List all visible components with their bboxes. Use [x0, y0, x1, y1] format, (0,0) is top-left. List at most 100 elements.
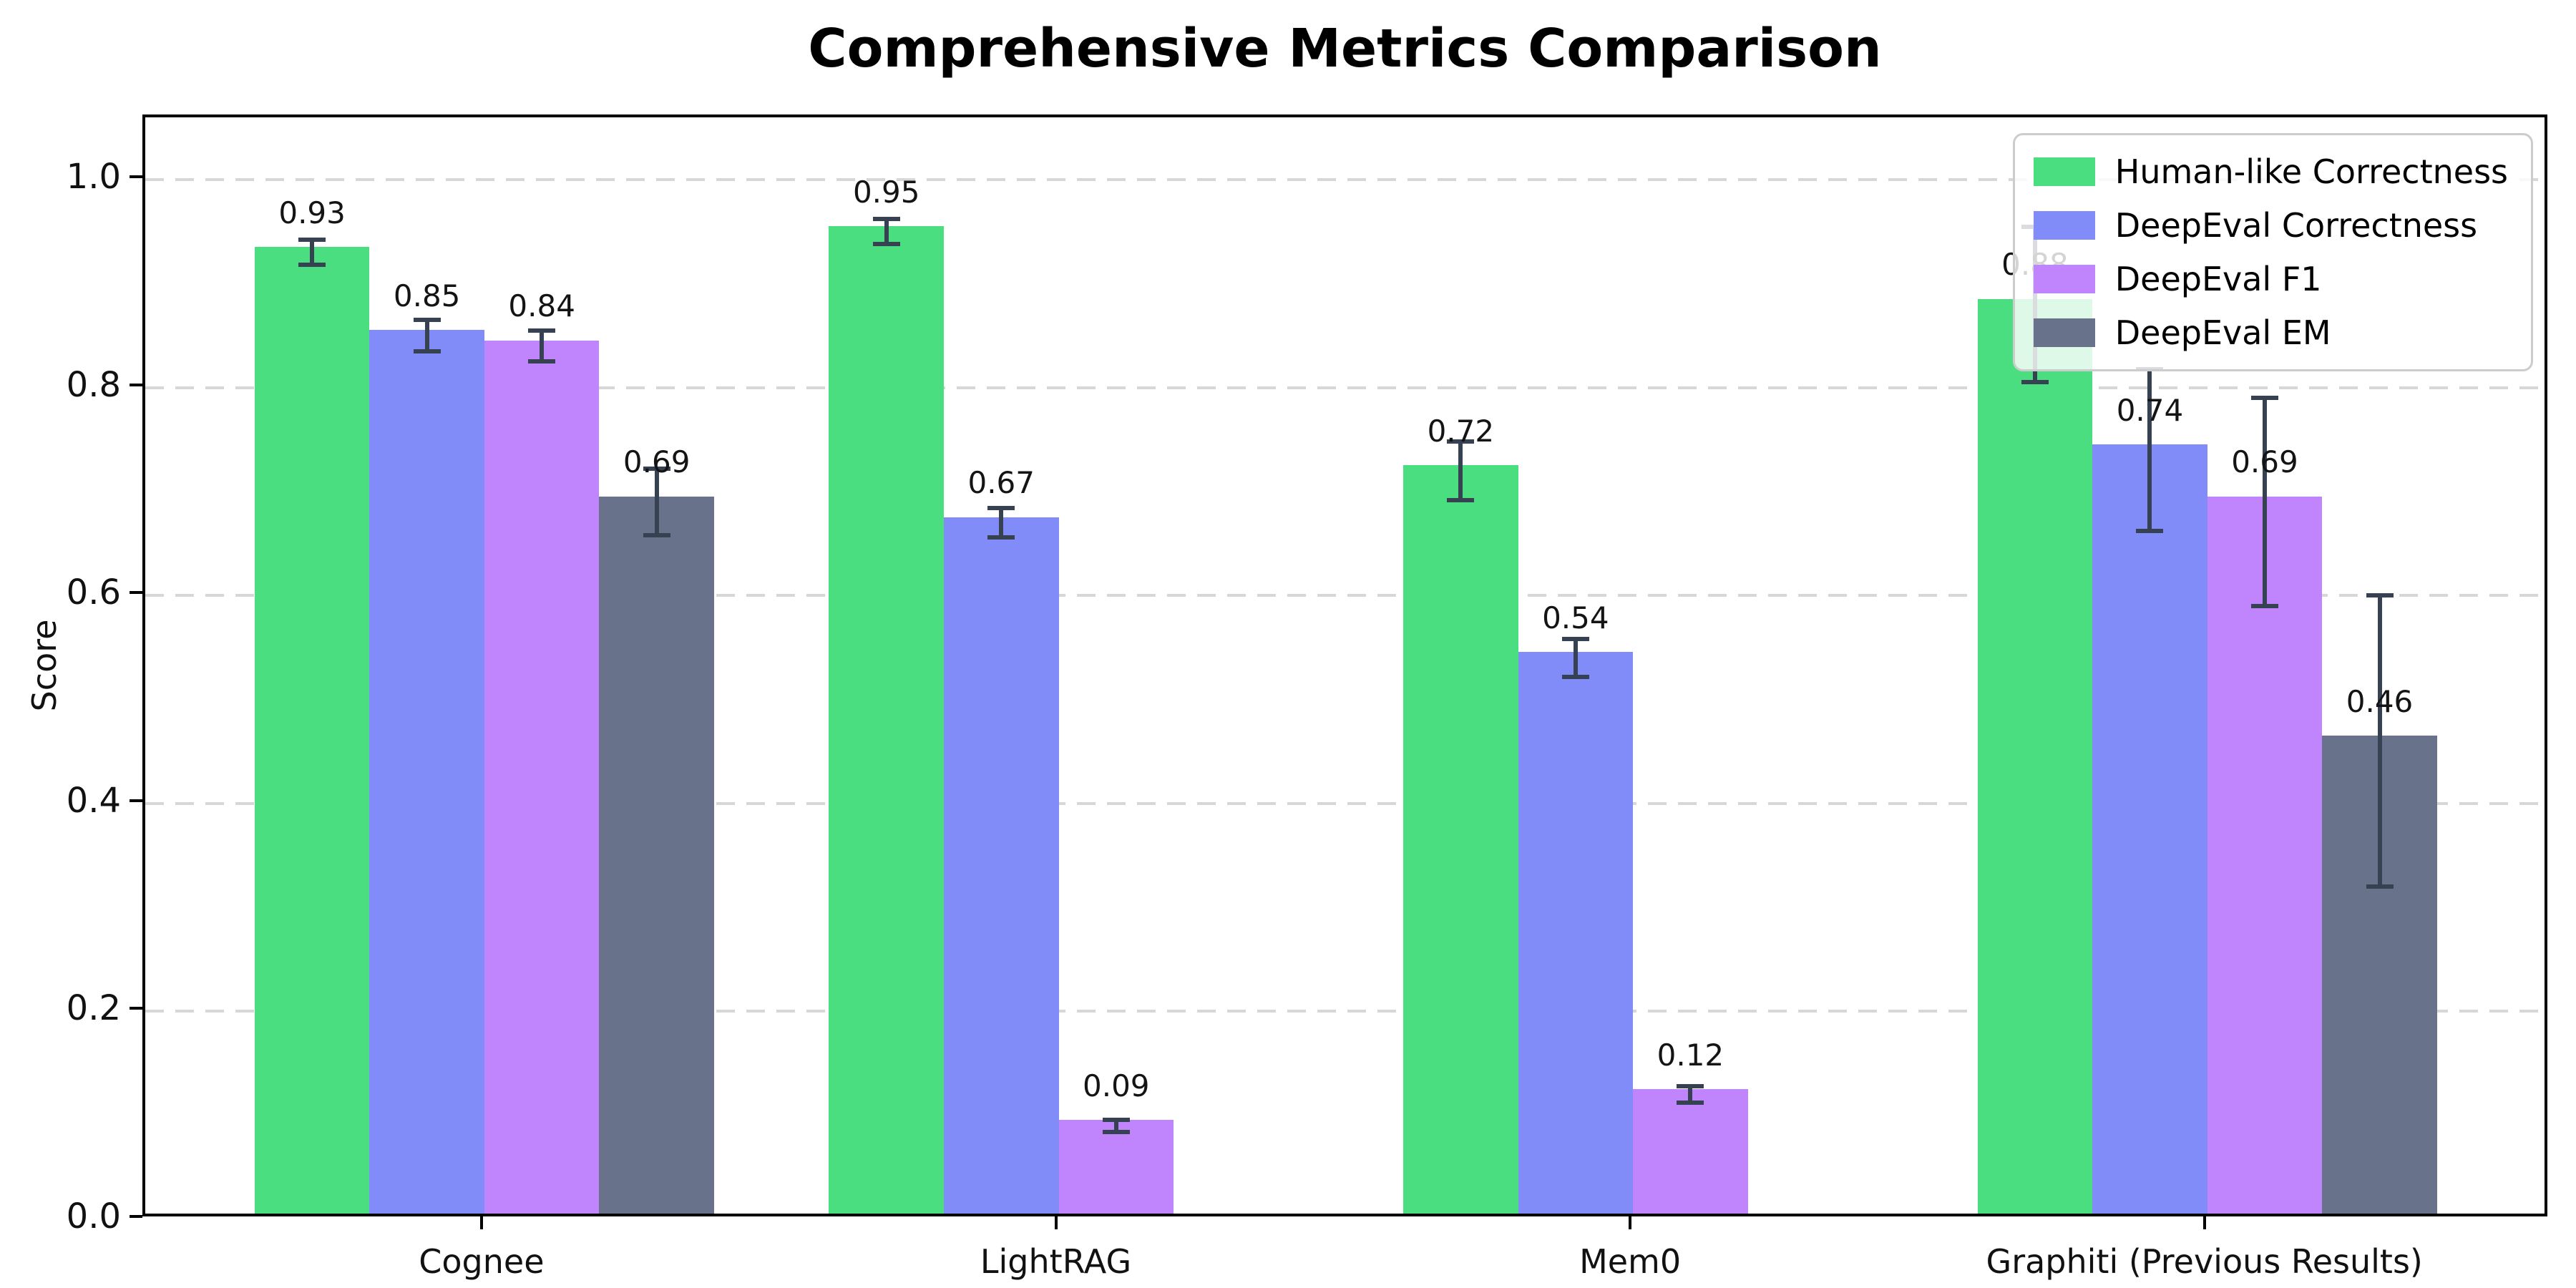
error-bar-cap-top [2366, 593, 2394, 598]
y-tick-mark [130, 383, 142, 386]
error-bar-cap-bottom [643, 533, 670, 538]
legend-swatch [2033, 211, 2095, 240]
error-bar-cap-top [1561, 637, 1589, 642]
bar [1518, 652, 1634, 1214]
bar [254, 246, 370, 1214]
error-bar-cap-bottom [528, 359, 556, 364]
legend-swatch [2033, 318, 2095, 347]
x-tick-label: Mem0 [1579, 1242, 1682, 1281]
gridline [145, 594, 2545, 597]
error-bar-cap-bottom [1447, 497, 1475, 502]
error-bar [654, 469, 659, 536]
y-tick-label: 0.2 [66, 988, 121, 1029]
legend-label: DeepEval Correctness [2114, 206, 2478, 245]
value-label: 0.85 [393, 278, 461, 313]
error-bar [999, 508, 1004, 537]
value-label: 0.69 [623, 444, 691, 480]
error-bar-cap-top [1217, 1214, 1244, 1216]
x-tick-label: Graphiti (Previous Results) [1986, 1242, 2423, 1281]
x-tick-mark [479, 1216, 483, 1229]
value-label: 0.54 [1542, 600, 1609, 636]
error-bar [884, 219, 889, 245]
bar [943, 517, 1059, 1214]
bar [484, 340, 600, 1214]
legend-item: DeepEval Correctness [2033, 206, 2508, 245]
bar [599, 496, 714, 1214]
error-bar-cap-bottom [413, 348, 441, 353]
value-label: 0.84 [508, 288, 575, 324]
y-tick-mark [130, 1007, 142, 1010]
bar [1058, 1120, 1174, 1214]
plot-area: 0.930.950.720.880.850.670.540.740.840.09… [142, 114, 2547, 1216]
value-label: 0.12 [1657, 1037, 1724, 1073]
gridline [145, 1010, 2545, 1013]
error-bar-cap-top [1447, 439, 1475, 444]
error-bar [2147, 369, 2152, 532]
legend: Human-like Correctness DeepEval Correctne… [2012, 133, 2533, 371]
x-tick-label: Cognee [419, 1242, 545, 1281]
error-bar [1573, 639, 1578, 677]
value-label: 0.09 [1083, 1068, 1150, 1104]
error-bar-cap-bottom [2136, 529, 2164, 534]
gridline [145, 801, 2545, 805]
legend-label: DeepEval EM [2114, 313, 2331, 352]
error-bar [1458, 441, 1463, 500]
legend-label: Human-like Correctness [2114, 152, 2508, 191]
error-bar-cap-top [1792, 1214, 1819, 1216]
error-bar-cap-top [1102, 1117, 1130, 1122]
error-bar-cap-bottom [1102, 1129, 1130, 1134]
x-tick-mark [2202, 1216, 2206, 1229]
error-bar [1688, 1086, 1693, 1103]
value-label: 0.93 [278, 195, 346, 230]
x-tick-label: LightRAG [980, 1242, 1132, 1281]
y-tick-label: 1.0 [66, 157, 121, 197]
error-bar [310, 240, 315, 265]
error-bar-cap-bottom [2250, 603, 2278, 608]
value-label: 0.95 [852, 174, 920, 210]
legend-swatch [2033, 157, 2095, 186]
gridline [145, 386, 2545, 389]
error-bar-cap-top [872, 217, 900, 222]
bar [2092, 444, 2207, 1214]
value-label: 0.46 [2346, 683, 2414, 719]
x-tick-mark [1054, 1216, 1058, 1229]
x-tick-mark [1629, 1216, 1632, 1229]
error-bar [2262, 398, 2267, 606]
error-bar-cap-top [298, 238, 326, 243]
y-tick-mark [130, 1215, 142, 1218]
error-bar-cap-bottom [872, 242, 900, 247]
error-bar-cap-bottom [1677, 1101, 1704, 1106]
y-tick-label: 0.0 [66, 1196, 121, 1236]
error-bar-cap-bottom [2366, 884, 2394, 889]
error-bar-cap-top [643, 467, 670, 472]
bar [1403, 464, 1518, 1214]
bar [1633, 1088, 1748, 1214]
y-axis-label: Score [25, 619, 64, 712]
legend-swatch [2033, 265, 2095, 293]
y-tick-mark [130, 591, 142, 595]
value-label: 0.67 [967, 465, 1035, 501]
bar [829, 225, 944, 1214]
legend-label: DeepEval F1 [2114, 260, 2322, 298]
error-bar-cap-top [1677, 1084, 1704, 1089]
value-label: 0.69 [2231, 444, 2298, 480]
legend-item: DeepEval F1 [2033, 260, 2508, 298]
legend-item: Human-like Correctness [2033, 152, 2508, 191]
bar [369, 330, 484, 1214]
error-bar-cap-bottom [987, 535, 1015, 540]
error-bar-cap-top [413, 318, 441, 323]
error-bar-cap-bottom [298, 263, 326, 268]
error-bar [1113, 1119, 1118, 1132]
error-bar-cap-top [2250, 396, 2278, 401]
error-bar-cap-bottom [1561, 674, 1589, 679]
error-bar-cap-bottom [2021, 380, 2049, 385]
legend-item: DeepEval EM [2033, 313, 2508, 352]
chart-title: Comprehensive Metrics Comparison [808, 18, 1882, 79]
error-bar [424, 320, 429, 351]
error-bar-cap-top [987, 506, 1015, 511]
y-tick-mark [130, 799, 142, 802]
y-tick-label: 0.4 [66, 780, 121, 821]
bar [1977, 298, 2093, 1214]
error-bar-cap-top [528, 328, 556, 333]
